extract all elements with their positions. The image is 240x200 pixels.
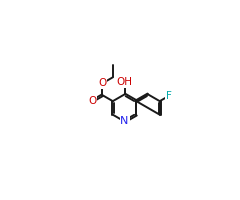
Text: O: O [98,78,107,88]
Text: O: O [88,96,96,106]
Text: OH: OH [117,77,132,87]
Text: N: N [120,116,129,126]
Text: F: F [166,91,172,101]
